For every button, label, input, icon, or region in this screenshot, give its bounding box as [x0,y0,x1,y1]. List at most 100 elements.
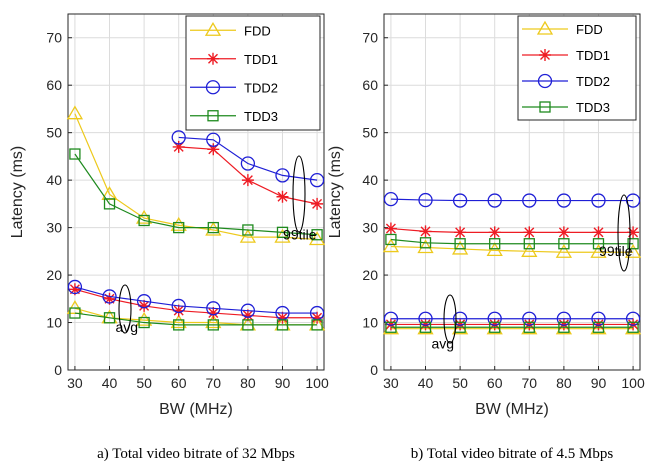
data-point [523,226,536,239]
data-point [242,224,254,236]
data-point [489,238,501,250]
series-line [390,198,634,202]
x-axis-label: BW (MHz) [159,401,233,418]
data-point [452,193,468,208]
data-point [207,221,219,234]
legend-entry: TDD3 [190,109,278,124]
data-point [207,319,219,331]
data-point [451,240,469,255]
chart-panel-b: Latency (ms) BW (MHz) b) Total video bit… [327,13,645,462]
data-point [592,238,605,250]
legend-marker [205,80,221,95]
panel-caption: b) Total video bitrate of 4.5 Mbps [411,446,614,462]
data-point [523,321,535,333]
data-point [591,193,606,208]
legend-entry: FDD [190,21,271,38]
data-point [557,318,570,331]
series-line [74,312,318,326]
data-point [558,238,570,250]
data-point [207,143,220,156]
legend-entry: TDD1 [522,48,610,63]
legend-entry: FDD [522,20,603,37]
annotation-label: avg [116,319,139,335]
data-point [241,309,254,322]
data-point [384,222,397,235]
data-point [275,168,290,183]
data-point [311,311,324,324]
y-tick-label: 30 [362,220,378,236]
data-point [489,321,501,333]
annotation-label: 99tile [599,243,633,259]
data-point [385,233,397,246]
data-point [311,319,323,331]
legend-marker [207,110,219,122]
x-tick-label: 80 [240,375,256,391]
data-point [66,105,84,120]
data-point [239,228,257,243]
data-point [102,289,117,304]
series-line [390,238,634,245]
series-tdd1 [384,318,640,331]
data-point [69,307,81,319]
data-point [138,214,150,227]
data-point [206,132,221,147]
legend-label: TDD3 [576,100,610,115]
y-tick-label: 10 [362,315,378,331]
legend-entry: TDD3 [522,100,610,115]
x-tick-label: 90 [591,375,607,391]
data-point [627,238,639,250]
data-point [454,226,467,239]
data-point [452,311,468,326]
data-point [135,209,153,224]
x-tick-label: 60 [171,375,187,391]
series-line [74,153,318,236]
data-point [138,299,151,312]
series-tdd2 [383,191,641,208]
x-tick-label: 100 [305,375,329,391]
y-axis-label: Latency (ms) [327,146,344,238]
y-tick-label: 20 [46,267,62,283]
y-tick-label: 40 [46,172,62,188]
plot-frame [383,13,641,371]
series-tdd3 [69,307,323,331]
data-point [521,243,538,257]
data-point [627,321,639,333]
data-point [522,193,537,208]
x-tick-label: 50 [452,375,468,391]
series-tdd2 [383,311,641,326]
data-point [627,318,640,331]
x-tick-label: 30 [67,375,83,391]
y-tick-label: 70 [46,30,62,46]
series-tdd1 [384,222,640,239]
annotation-label: 99tile [283,226,317,242]
data-point [308,231,326,246]
data-point [240,156,256,171]
data-point [242,319,254,331]
x-tick-label: 70 [522,375,538,391]
data-point [625,311,641,326]
data-point [173,221,185,234]
panel-caption: a) Total video bitrate of 32 Mbps [97,446,295,462]
data-point [592,321,605,333]
data-point [205,221,222,236]
data-point [592,226,605,239]
y-tick-label: 60 [362,77,378,93]
data-point [207,307,220,320]
data-point [170,314,187,329]
legend-label: FDD [576,22,603,37]
data-point [135,311,153,326]
data-point [170,216,187,231]
y-tick-label: 70 [362,30,378,46]
data-point [276,311,289,324]
data-point [523,318,536,331]
x-tick-label: 90 [275,375,291,391]
x-tick-label: 100 [621,375,645,391]
y-tick-label: 50 [46,125,62,141]
data-point [384,318,397,331]
data-point [522,311,537,326]
data-point [556,193,572,208]
data-point [103,312,116,324]
x-tick-label: 40 [102,375,118,391]
data-point [136,294,152,309]
data-point [418,311,433,326]
